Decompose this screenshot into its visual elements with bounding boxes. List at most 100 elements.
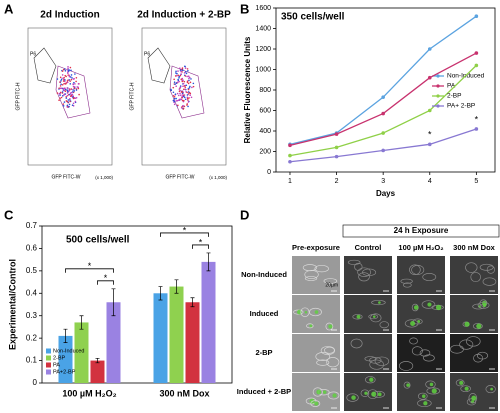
event-dot (179, 67, 181, 69)
event-dot (186, 97, 189, 100)
cell (357, 267, 371, 277)
cell (485, 384, 496, 394)
event-dot (183, 72, 186, 74)
micrograph (397, 373, 445, 411)
event-dot (183, 80, 186, 83)
event-dot (65, 97, 68, 99)
legend-label: PA (447, 83, 456, 90)
gfp-signal (410, 320, 416, 326)
legend-marker (436, 74, 440, 78)
column-header: Control (355, 243, 382, 252)
gate-label: P6 (30, 51, 36, 57)
significance-mark: * (199, 237, 203, 247)
event-dot (75, 77, 78, 79)
significance-bracket (65, 268, 114, 273)
event-dot (189, 94, 191, 96)
row-header: 2-BP (255, 348, 272, 357)
gfp-signal (314, 401, 319, 406)
event-dot (179, 98, 181, 100)
event-dot (172, 91, 175, 94)
cell (312, 387, 323, 397)
event-dot (186, 75, 188, 78)
cell (468, 393, 478, 404)
plot-frame (27, 27, 113, 166)
event-dot (182, 82, 185, 85)
legend-swatch (46, 369, 51, 375)
micrograph (450, 295, 498, 333)
event-dot (182, 104, 184, 107)
event-dot (183, 96, 186, 99)
event-dot (58, 99, 60, 102)
chart-title: 350 cells/well (281, 12, 345, 23)
error-bar (95, 357, 100, 364)
error-bar (63, 328, 68, 343)
cell (411, 346, 423, 356)
event-dot (59, 94, 61, 96)
event-dot (186, 68, 189, 70)
y-tick-label: 600 (259, 107, 271, 114)
event-dot (175, 82, 178, 85)
event-dot (73, 77, 75, 80)
event-dot (78, 93, 80, 96)
event-dot (192, 85, 195, 88)
scale-bar-label: 20µm (325, 282, 338, 288)
cell (310, 400, 321, 407)
event-dot (177, 74, 180, 77)
cell (486, 265, 496, 274)
event-dot (59, 87, 62, 90)
micrograph (397, 334, 445, 372)
event-dot (68, 93, 71, 96)
column-header: Pre-exposure (292, 243, 340, 252)
cell (426, 387, 441, 395)
event-dot (68, 103, 71, 106)
event-dot (192, 82, 195, 85)
event-dot (183, 88, 185, 91)
x-tick-label: 100 µM H₂O₂ (62, 388, 116, 398)
cell (473, 353, 484, 363)
event-dot (63, 101, 66, 103)
significance-bracket (160, 232, 209, 237)
event-dot (62, 77, 64, 80)
gate (169, 65, 205, 119)
event-dot (178, 77, 180, 79)
gfp-signal (464, 386, 469, 391)
cell (327, 391, 340, 400)
panel-label: A (4, 1, 14, 16)
bar (74, 322, 89, 383)
data-point (381, 111, 385, 116)
event-dot (56, 78, 59, 80)
gfp-signal (471, 395, 477, 401)
event-dot (71, 77, 73, 79)
micrograph (397, 295, 445, 333)
y-tick-label: 0.2 (26, 333, 38, 342)
legend-marker (436, 94, 440, 98)
data-point (427, 75, 432, 80)
gfp-signal (427, 302, 432, 307)
event-dot (182, 79, 184, 81)
cell (422, 273, 437, 281)
y-tick-label: 400 (259, 128, 271, 135)
error-bar (174, 279, 179, 294)
micrograph (344, 334, 392, 372)
bar (106, 302, 121, 383)
cell (398, 361, 414, 371)
event-dot (60, 78, 63, 81)
event-dot (61, 70, 64, 72)
event-dot (189, 92, 192, 95)
gfp-signal (351, 395, 356, 400)
cell (358, 272, 370, 282)
event-dot (181, 69, 184, 71)
gfp-signal (421, 394, 426, 398)
y-tick-label: 0.1 (26, 356, 38, 365)
event-dot (180, 98, 183, 101)
y-tick-label: 0 (33, 378, 38, 387)
event-dot (178, 80, 180, 83)
event-dot (61, 91, 64, 93)
event-dot (72, 102, 75, 105)
x-tick-label: 1 (288, 178, 292, 185)
y-axis-label: Experimental/Control (7, 259, 17, 350)
row-header: Non-Induced (241, 270, 287, 279)
significance-mark: * (183, 225, 187, 235)
event-dot (59, 97, 61, 100)
cell (305, 397, 317, 405)
